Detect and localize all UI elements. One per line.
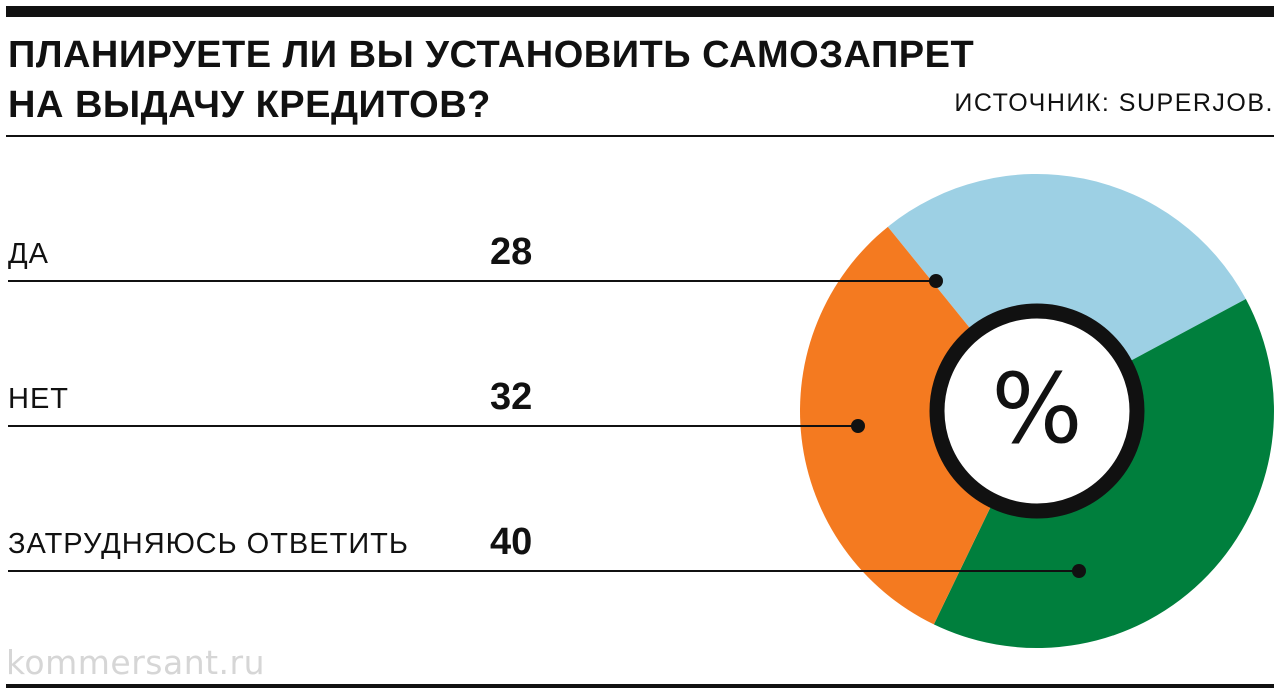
leader-yes-dot: [929, 274, 943, 288]
header-rule: [6, 135, 1274, 137]
percent-symbol: %: [991, 353, 1082, 465]
watermark: kommersant.ru: [6, 643, 266, 682]
chart-title-line-2: НА ВЫДАЧУ КРЕДИТОВ?: [8, 84, 491, 126]
row-value: 32: [490, 376, 533, 418]
source-note: ИСТОЧНИК: SUPERJOB.: [954, 89, 1274, 117]
row-label: НЕТ: [8, 383, 69, 415]
row-value: 40: [490, 521, 533, 563]
bottom-rule: [6, 684, 1274, 688]
chart-title-line-1: ПЛАНИРУЕТЕ ЛИ ВЫ УСТАНОВИТЬ САМОЗАПРЕТ: [8, 34, 975, 76]
row-yes: ДА 28: [8, 232, 1108, 276]
row-unsure: ЗАТРУДНЯЮСЬ ОТВЕТИТЬ 40: [8, 522, 1108, 566]
center-ring: [929, 303, 1145, 519]
row-label: ЗАТРУДНЯЮСЬ ОТВЕТИТЬ: [8, 528, 409, 560]
leader-unsure-dot: [1072, 564, 1086, 578]
row-value: 28: [490, 231, 533, 273]
leader-no-dot: [851, 419, 865, 433]
top-rule: [6, 6, 1274, 17]
row-no: НЕТ 32: [8, 377, 1108, 421]
chart-title: ПЛАНИРУЕТЕ ЛИ ВЫ УСТАНОВИТЬ САМОЗАПРЕТ Н…: [8, 30, 1068, 130]
pie-slice-yes: [887, 173, 1246, 411]
row-label: ДА: [8, 238, 49, 270]
pie-slice-no: [800, 226, 1037, 625]
